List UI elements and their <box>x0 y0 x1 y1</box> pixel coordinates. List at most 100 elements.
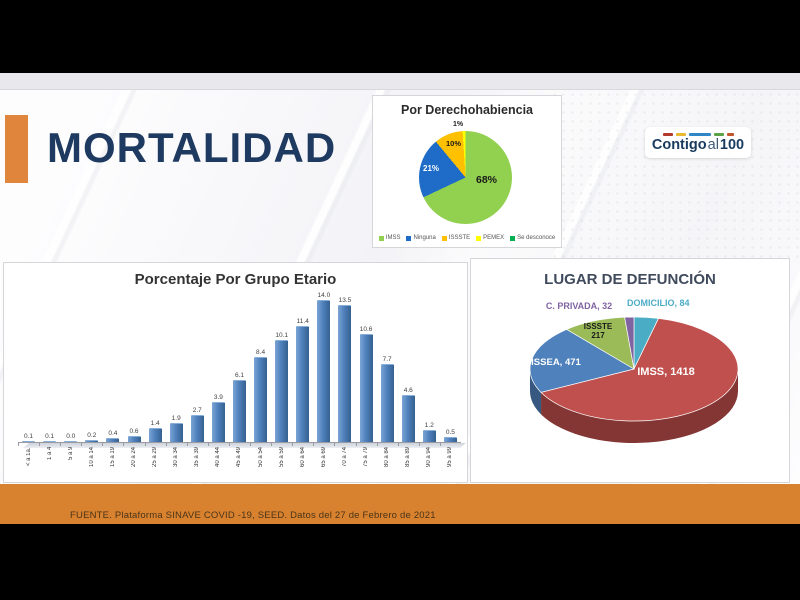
x-label-cell: 55 a 59 <box>271 443 292 480</box>
lugar-defuncion-pie-3d <box>529 316 739 444</box>
bar <box>211 402 225 442</box>
bar <box>169 422 183 442</box>
x-axis-label: 30 a 34 <box>173 447 180 468</box>
x-label-cell: < a 1a. <box>18 443 39 480</box>
bar <box>443 436 457 442</box>
bar <box>401 395 415 442</box>
x-axis-label: 1 a 4 <box>46 447 53 461</box>
bar-cell: 6.1 <box>229 288 250 442</box>
bar-cell: 3.9 <box>208 288 229 442</box>
x-axis-label: 20 a 24 <box>131 447 138 468</box>
x-axis-label: 15 a 19 <box>109 447 116 468</box>
bar <box>148 427 162 442</box>
legend-swatch <box>510 235 516 241</box>
bar-value-label: 4.6 <box>403 387 413 395</box>
x-label-cell: 1 a 4 <box>39 443 60 480</box>
x-axis-label: 60 a 64 <box>299 447 306 468</box>
lugar-defuncion-title: LUGAR DE DEFUNCIÓN <box>544 271 716 288</box>
bar <box>190 414 204 442</box>
bar <box>296 326 310 442</box>
bar <box>359 334 373 442</box>
x-axis-label: 75 a 79 <box>363 447 370 468</box>
callout-imss: IMSS, 1418 <box>637 366 695 378</box>
logo-contigo: Contigo <box>651 136 707 153</box>
legend-label: IMSS <box>385 235 401 241</box>
derechohabiencia-legend: IMSS Ninguna ISSSTE PEMEX Se desconoce <box>373 235 561 241</box>
x-label-cell: 75 a 79 <box>355 443 377 480</box>
bar-cell: 4.6 <box>398 288 419 442</box>
x-label-cell: 45 a 49 <box>228 443 250 480</box>
x-label-cell: 15 a 19 <box>102 443 123 480</box>
x-label-cell: 65 a 69 <box>313 443 334 480</box>
legend-item: Ninguna <box>406 235 436 241</box>
bar-value-label: 0.5 <box>445 428 455 436</box>
x-axis-label: 45 a 49 <box>236 447 243 468</box>
bar-value-label: 1.9 <box>171 414 181 422</box>
bar <box>380 363 394 442</box>
bar-cell: 1.4 <box>145 288 166 442</box>
bar-cell: 10.6 <box>356 288 377 442</box>
bar-value-label: 13.5 <box>338 296 352 304</box>
legend-label: Ninguna <box>413 235 436 241</box>
source-footer: FUENTE. Plataforma SINAVE COVID -19, SEE… <box>70 510 436 521</box>
bar <box>338 304 352 442</box>
derechohabiencia-panel: Por Derechohabiencia 1% 10% 21% 68% IMSS… <box>372 95 562 248</box>
bar-cell: 10.1 <box>271 288 292 442</box>
legend-swatch <box>441 235 447 241</box>
slice-label-pemex: 1% <box>453 121 464 128</box>
x-axis-label: 25 a 29 <box>152 447 159 468</box>
slice-label-ninguna: 21% <box>423 164 440 173</box>
x-axis-label: 65 a 69 <box>320 447 327 468</box>
bar-value-label: 11.4 <box>296 318 309 326</box>
grupo-etario-title: Porcentaje Por Grupo Etario <box>134 271 337 288</box>
callout-issea: ISSEA, 471 <box>531 357 581 368</box>
x-axis-line <box>18 442 461 443</box>
bar-cell: 0.1 <box>39 288 60 442</box>
legend-label: PEMEX <box>483 235 505 241</box>
legend-swatch <box>406 235 412 241</box>
logo-100: 100 <box>719 136 745 153</box>
bar-value-label: 0.4 <box>108 429 118 437</box>
legend-swatch <box>476 235 482 241</box>
halftone-pattern-top-right <box>550 90 800 260</box>
grupo-etario-plot: 0.1 0.1 0.0 0.2 0.4 0.6 1.4 1.9 2.7 3.9 6.1 8.4 10.1… <box>18 291 466 467</box>
title-accent-bar <box>5 115 28 183</box>
bar <box>275 339 289 442</box>
x-axis-label: 5 a 9 <box>67 447 74 461</box>
bar-cell: 8.4 <box>250 288 271 442</box>
x-axis-label: 95 a 99 <box>447 447 454 468</box>
bar <box>22 440 36 442</box>
legend-item: PEMEX <box>476 235 504 241</box>
callout-domicilio: DOMICILIO, 84 <box>627 298 690 308</box>
x-label-cell: 35 a 39 <box>186 443 208 480</box>
x-label-cell: 25 a 29 <box>144 443 166 480</box>
footer-orange-band <box>0 484 800 524</box>
x-axis-label: 85 a 89 <box>405 447 412 468</box>
x-label-cell: 40 a 44 <box>207 443 229 480</box>
bar-value-label: 14.0 <box>317 291 331 299</box>
x-axis-label: 40 a 44 <box>215 447 222 468</box>
bar-cell: 2.7 <box>187 288 208 442</box>
bar-cell: 0.0 <box>60 288 81 442</box>
bar-value-label: 0.1 <box>45 432 55 440</box>
bar-value-label: 3.9 <box>213 394 223 402</box>
legend-item: IMSS <box>378 235 401 241</box>
x-label-cell: 70 a 74 <box>334 443 355 480</box>
bar <box>85 439 99 442</box>
logo-dash <box>688 133 711 136</box>
x-label-cell: 50 a 54 <box>250 443 271 480</box>
grupo-etario-panel: Porcentaje Por Grupo Etario 0.1 0.1 0.0 0.2… <box>3 262 468 483</box>
bar-cell: 7.7 <box>377 288 398 442</box>
lugar-defuncion-panel: LUGAR DE DEFUNCIÓN IMSS, 1418 ISSEA, 471… <box>470 258 790 483</box>
x-label-cell: 80 a 84 <box>376 443 398 480</box>
bar-value-label: 0.0 <box>66 432 76 440</box>
logo-al: al <box>707 136 719 153</box>
logo-dashes <box>662 133 734 136</box>
x-label-cell: 60 a 64 <box>292 443 313 480</box>
bar <box>317 299 331 442</box>
bar-value-label: 6.1 <box>234 372 244 380</box>
derechohabiencia-title: Por Derechohabiencia <box>401 103 533 117</box>
legend-item: ISSSTE <box>441 235 470 241</box>
x-label-cell: 5 a 9 <box>60 443 81 480</box>
logo-dash <box>713 133 724 136</box>
